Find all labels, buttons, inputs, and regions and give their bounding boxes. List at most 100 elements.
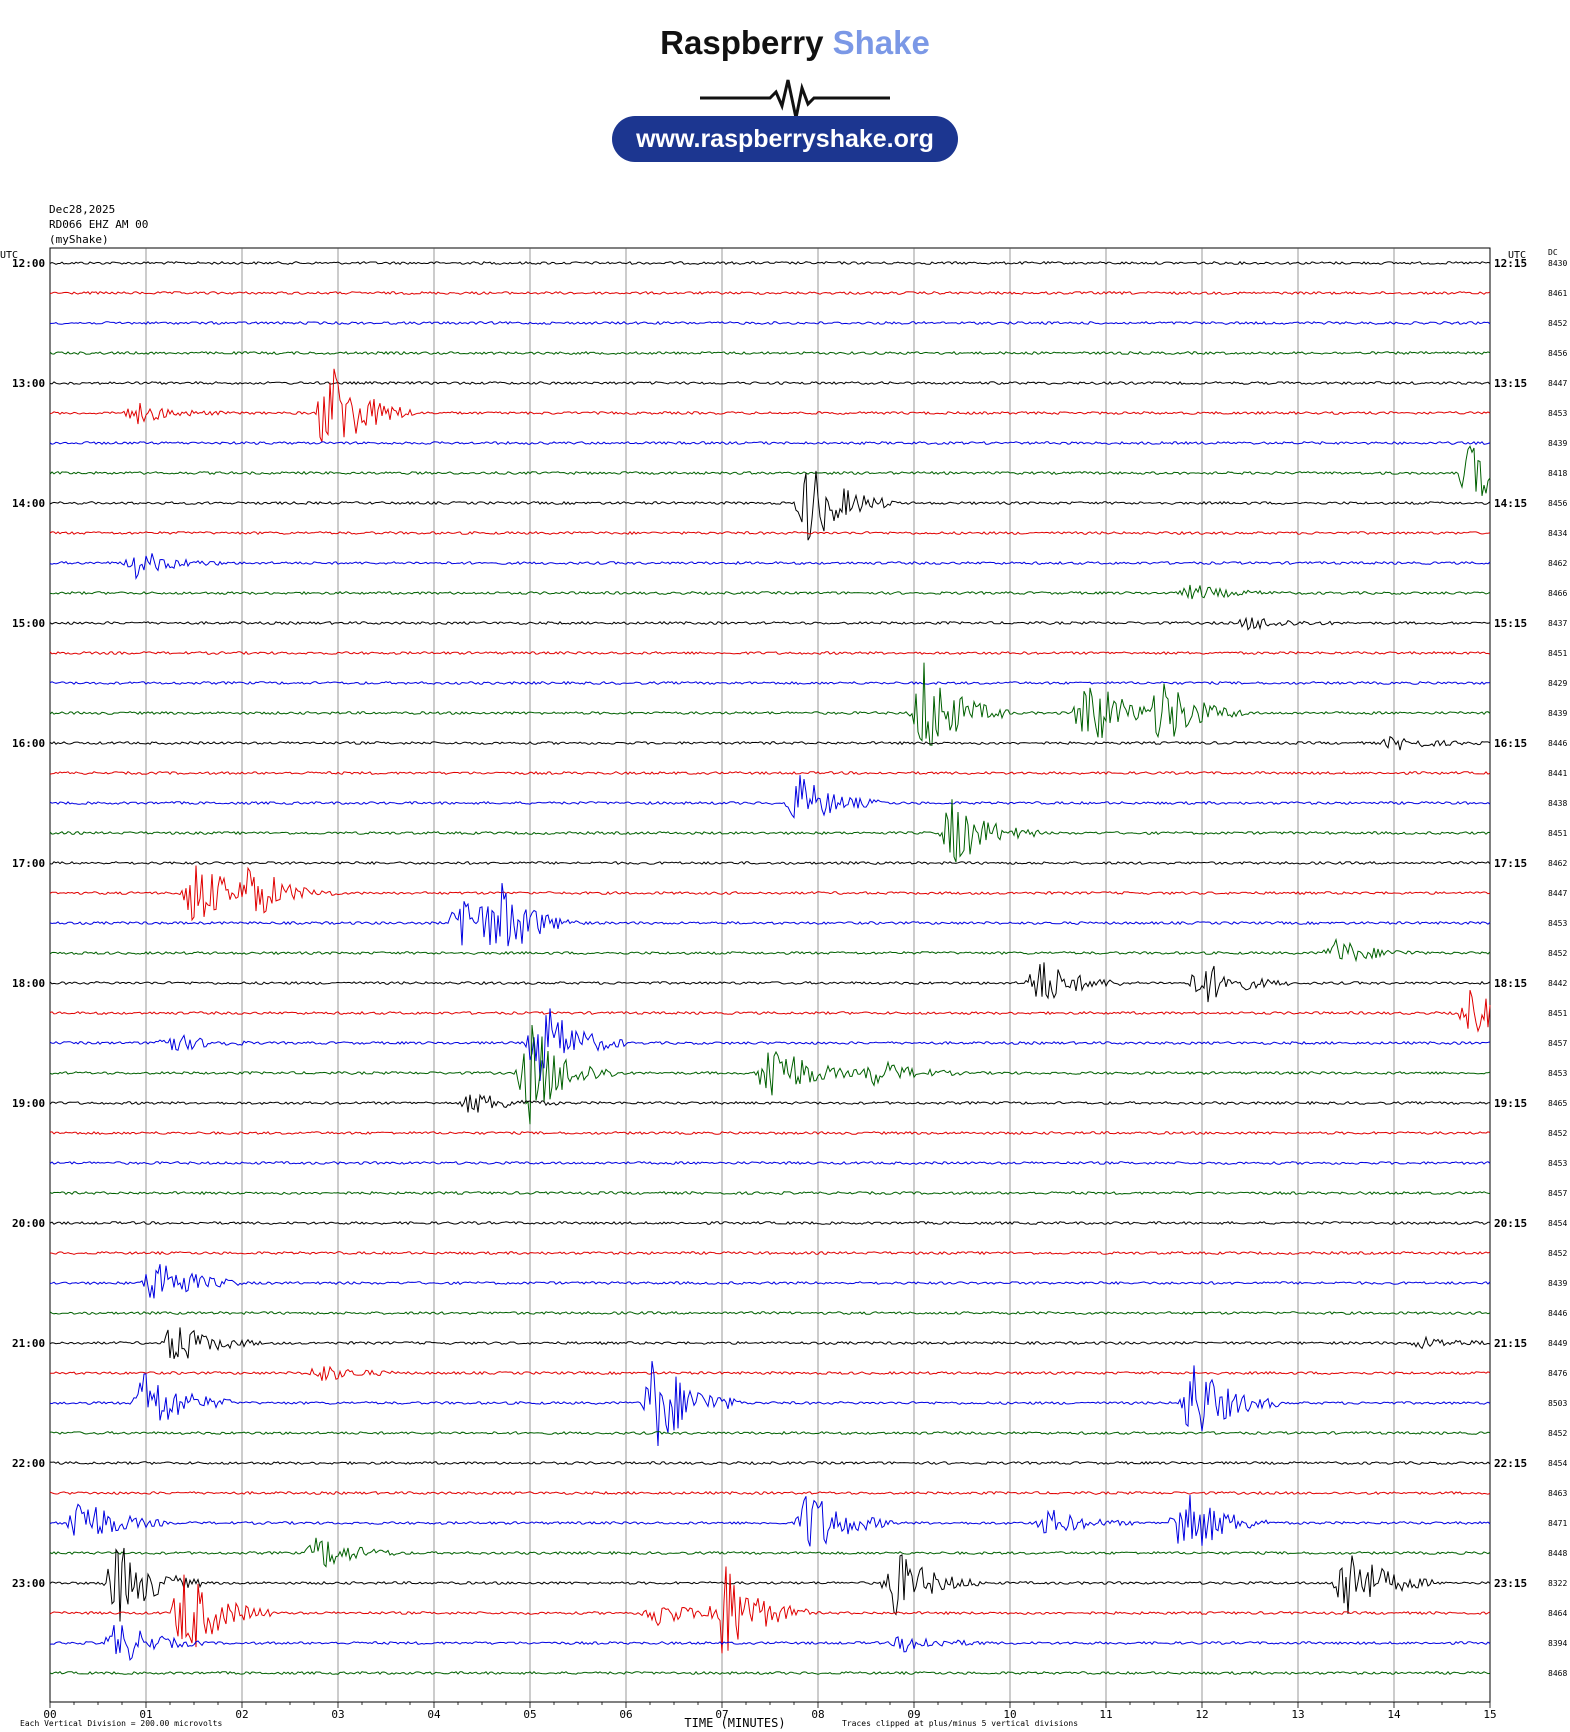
- seismic-trace-21: [49, 865, 1491, 922]
- seismic-trace-45: [49, 1566, 1491, 1654]
- row-labels: 8430 12:00 12:15 8461 8452 8456 8447 13:00 13:15…: [12, 257, 1567, 1678]
- dc-value-label: 8452: [1548, 1249, 1567, 1258]
- seismic-trace-24: [49, 962, 1491, 1003]
- footer-right-text: Traces clipped at plus/minus 5 vertical …: [842, 1719, 1078, 1728]
- seismic-trace-15: [49, 662, 1491, 746]
- trace-group: [49, 260, 1491, 1676]
- seismic-trace-27: [49, 1024, 1491, 1125]
- x-tick-label-01: 01: [139, 1708, 152, 1721]
- dc-value-label: 8430: [1548, 259, 1567, 268]
- hour-label-left: 23:00: [12, 1577, 45, 1590]
- source-label: (myShake): [49, 233, 109, 246]
- seismic-trace-8: [49, 470, 1491, 541]
- dc-value-label: 8449: [1548, 1339, 1567, 1348]
- seismic-trace-41: [49, 1490, 1491, 1495]
- dc-value-label: 8453: [1548, 919, 1567, 928]
- x-tick-label-02: 02: [235, 1708, 248, 1721]
- dc-value-label: 8439: [1548, 1279, 1567, 1288]
- seismic-trace-20: [49, 860, 1491, 865]
- dc-header: DC: [1548, 248, 1558, 257]
- plot-frame: [49, 247, 1491, 1703]
- hour-label-left: 22:00: [12, 1457, 45, 1470]
- hour-label-right: 13:15: [1494, 377, 1527, 390]
- hour-label-right: 18:15: [1494, 977, 1527, 990]
- x-tick-label-14: 14: [1387, 1708, 1401, 1721]
- hour-label-left: 15:00: [12, 617, 45, 630]
- dc-value-label: 8452: [1548, 1429, 1567, 1438]
- seismic-trace-14: [49, 680, 1491, 686]
- seismic-trace-23: [49, 937, 1491, 963]
- seismic-trace-40: [49, 1460, 1491, 1466]
- seismic-trace-47: [49, 1670, 1491, 1676]
- seismic-trace-30: [49, 1161, 1491, 1166]
- hour-label-left: 14:00: [12, 497, 45, 510]
- utc-left-label: UTC: [0, 250, 18, 261]
- brand-main: Raspberry: [660, 24, 824, 61]
- hour-label-left: 12:00: [12, 257, 45, 270]
- x-tick-label-05: 05: [523, 1708, 536, 1721]
- seismic-trace-5: [49, 368, 1491, 443]
- hour-label-right: 22:15: [1494, 1457, 1527, 1470]
- dc-value-label: 8446: [1548, 1309, 1567, 1318]
- seismic-trace-13: [49, 650, 1491, 656]
- seismic-trace-32: [49, 1220, 1490, 1226]
- dc-value-label: 8454: [1548, 1459, 1567, 1468]
- x-tick-label-03: 03: [331, 1708, 344, 1721]
- website-url-badge[interactable]: www.raspberryshake.org: [612, 116, 958, 162]
- hour-label-right: 20:15: [1494, 1217, 1527, 1230]
- dc-value-label: 8464: [1548, 1609, 1567, 1618]
- x-tick-label-09: 09: [907, 1708, 920, 1721]
- seismic-trace-0: [49, 260, 1491, 265]
- dc-value-label: 8439: [1548, 439, 1567, 448]
- dc-value-label: 8434: [1548, 529, 1567, 538]
- x-tick-label-15: 15: [1483, 1708, 1496, 1721]
- dc-value-label: 8468: [1548, 1669, 1567, 1678]
- hour-label-left: 20:00: [12, 1217, 45, 1230]
- date-label: Dec28,2025: [49, 203, 115, 216]
- hour-label-left: 18:00: [12, 977, 45, 990]
- hour-label-left: 13:00: [12, 377, 45, 390]
- seismic-trace-39: [50, 1430, 1491, 1435]
- seismic-trace-3: [49, 350, 1491, 356]
- dc-value-label: 8446: [1548, 739, 1567, 748]
- seismic-trace-4: [49, 380, 1491, 385]
- seismic-trace-12: [49, 616, 1491, 631]
- hour-label-right: 16:15: [1494, 737, 1527, 750]
- dc-value-label: 8441: [1548, 769, 1567, 778]
- hour-label-left: 17:00: [12, 857, 45, 870]
- dc-value-label: 8453: [1548, 1069, 1567, 1078]
- x-tick-label-13: 13: [1291, 1708, 1304, 1721]
- hour-label-right: 19:15: [1494, 1097, 1527, 1110]
- brand-accent: Shake: [832, 24, 930, 61]
- seismic-trace-17: [49, 770, 1491, 776]
- footer-left-text: Each Vertical Division = 200.00 microvol…: [20, 1719, 222, 1728]
- dc-value-label: 8453: [1548, 1159, 1567, 1168]
- dc-value-label: 8457: [1548, 1189, 1567, 1198]
- seismic-trace-29: [49, 1130, 1491, 1135]
- seismic-trace-33: [49, 1250, 1491, 1256]
- station-label: RD066 EHZ AM 00: [49, 218, 148, 231]
- seismic-trace-34: [49, 1264, 1491, 1299]
- dc-value-label: 8418: [1548, 469, 1567, 478]
- dc-value-label: 8466: [1548, 589, 1567, 598]
- seismic-trace-44: [49, 1547, 1491, 1622]
- seismic-trace-35: [49, 1310, 1491, 1315]
- hour-label-right: 12:15: [1494, 257, 1527, 270]
- dc-value-label: 8453: [1548, 409, 1567, 418]
- dc-value-label: 8462: [1548, 559, 1567, 568]
- seismic-trace-37: [49, 1365, 1491, 1382]
- seismic-trace-16: [49, 735, 1491, 751]
- dc-value-label: 8456: [1548, 499, 1567, 508]
- dc-value-label: 8451: [1548, 829, 1567, 838]
- dc-value-label: 8447: [1548, 379, 1567, 388]
- seismic-trace-43: [49, 1537, 1491, 1568]
- hour-label-right: 17:15: [1494, 857, 1527, 870]
- dc-value-label: 8429: [1548, 679, 1567, 688]
- dc-value-label: 8451: [1548, 1009, 1567, 1018]
- dc-value-label: 8463: [1548, 1489, 1567, 1498]
- seismograph-wave-icon: [700, 79, 890, 119]
- x-tick-label-11: 11: [1099, 1708, 1112, 1721]
- seismic-trace-18: [49, 775, 1491, 819]
- x-tick-label-10: 10: [1003, 1708, 1016, 1721]
- dc-value-label: 8461: [1548, 289, 1567, 298]
